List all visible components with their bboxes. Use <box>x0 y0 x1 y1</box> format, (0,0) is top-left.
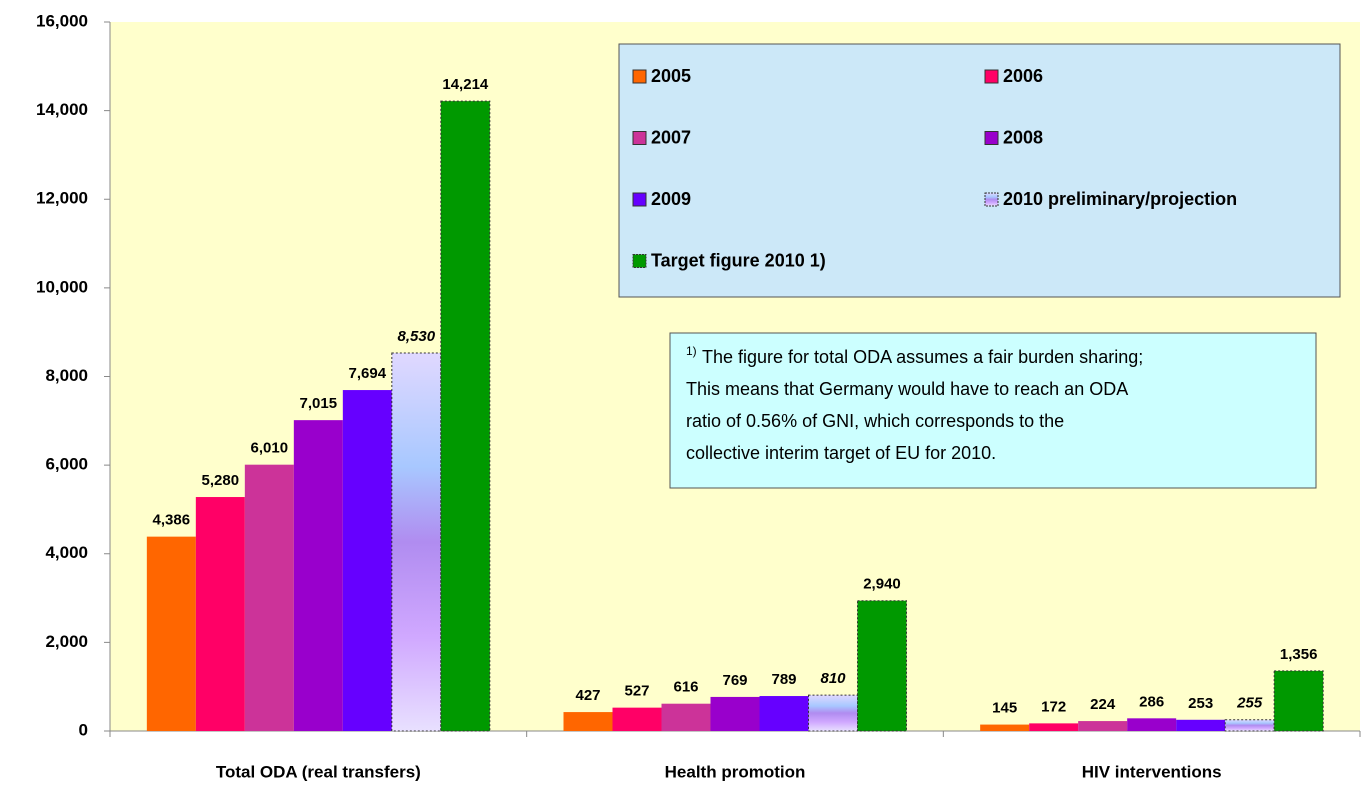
value-label: 255 <box>1236 695 1263 712</box>
bar <box>1127 718 1177 731</box>
bar <box>1273 670 1324 732</box>
note-line: collective interim target of EU for 2010… <box>686 443 996 463</box>
value-label: 224 <box>1090 696 1116 713</box>
legend-swatch <box>984 69 999 84</box>
value-label: 769 <box>722 672 747 689</box>
legend-swatch <box>984 192 999 207</box>
bar <box>1078 721 1128 731</box>
value-label: 14,214 <box>442 76 489 93</box>
bar <box>808 694 858 732</box>
y-tick-label: 10,000 <box>36 277 88 296</box>
value-label: 5,280 <box>202 472 240 489</box>
value-label: 427 <box>575 687 600 704</box>
value-label: 145 <box>992 700 1017 717</box>
bar <box>1224 719 1275 732</box>
note-box <box>669 332 1317 489</box>
value-label: 172 <box>1041 698 1066 715</box>
value-label: 8,530 <box>398 328 436 345</box>
legend-label: 2010 preliminary/projection <box>1003 189 1237 209</box>
legend-swatch <box>632 131 647 145</box>
bar <box>563 712 613 731</box>
bar <box>293 420 343 731</box>
y-tick-label: 2,000 <box>45 632 88 651</box>
bar <box>980 724 1030 731</box>
y-tick-label: 8,000 <box>45 366 88 385</box>
value-label: 286 <box>1139 693 1164 710</box>
value-label: 4,386 <box>153 512 191 529</box>
bar <box>661 703 711 731</box>
note-line: The figure for total ODA assumes a fair … <box>702 347 1143 367</box>
value-label: 7,694 <box>349 365 387 382</box>
legend-label: 2005 <box>651 66 691 86</box>
note-marker: 1) <box>686 344 697 358</box>
y-tick-label: 0 <box>79 720 88 739</box>
value-label: 253 <box>1188 695 1213 712</box>
note-line: ratio of 0.56% of GNI, which corresponds… <box>686 411 1064 431</box>
x-tick-label: HIV interventions <box>1082 762 1222 781</box>
bar <box>1176 719 1226 731</box>
y-tick-label: 4,000 <box>45 543 88 562</box>
x-tick-label: Health promotion <box>665 762 806 781</box>
bar <box>710 696 760 731</box>
y-tick-label: 16,000 <box>36 11 88 30</box>
x-tick-label: Total ODA (real transfers) <box>216 762 421 781</box>
bar <box>440 100 491 732</box>
legend-label: 2007 <box>651 127 691 147</box>
legend-label: Target figure 2010 1) <box>651 250 826 270</box>
y-tick-label: 14,000 <box>36 100 88 119</box>
value-label: 527 <box>624 683 649 700</box>
value-label: 2,940 <box>863 576 901 593</box>
legend-swatch <box>632 69 647 84</box>
legend-box <box>618 43 1341 298</box>
value-label: 616 <box>673 679 698 696</box>
y-tick-label: 6,000 <box>45 455 88 474</box>
bar <box>195 497 245 731</box>
legend-swatch <box>632 192 647 207</box>
bar <box>857 600 907 732</box>
legend-label: 2006 <box>1003 66 1043 86</box>
bar <box>244 464 294 731</box>
bar <box>146 536 196 731</box>
value-label: 810 <box>820 670 846 687</box>
value-label: 789 <box>771 671 796 688</box>
bar <box>612 707 662 731</box>
y-tick-label: 12,000 <box>36 189 88 208</box>
note-line: This means that Germany would have to re… <box>686 379 1128 399</box>
legend-swatch <box>632 254 647 268</box>
legend-label: 2009 <box>651 189 691 209</box>
bar <box>391 352 442 732</box>
bar <box>759 696 809 731</box>
legend-label: 2008 <box>1003 127 1043 147</box>
legend-swatch <box>984 131 999 145</box>
bar <box>1029 723 1079 731</box>
bar <box>342 390 392 731</box>
value-label: 7,015 <box>300 395 338 412</box>
value-label: 6,010 <box>251 440 289 457</box>
value-label: 1,356 <box>1280 646 1318 663</box>
